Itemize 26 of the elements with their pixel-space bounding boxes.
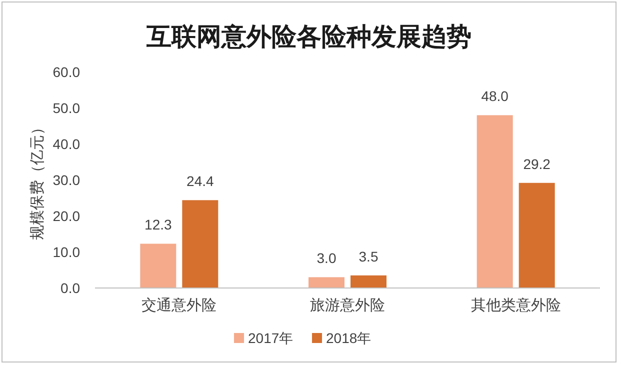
data-label: 3.5 <box>358 248 378 264</box>
bar <box>308 277 344 288</box>
data-label: 48.0 <box>481 88 509 104</box>
data-label: 3.0 <box>316 250 336 266</box>
y-tick-label: 30.0 <box>52 172 80 188</box>
y-tick-label: 60.0 <box>52 64 80 80</box>
x-tick-label: 交通意外险 <box>142 297 217 314</box>
bar <box>476 115 513 288</box>
bar <box>182 200 218 288</box>
bar <box>140 244 176 288</box>
y-tick-label: 40.0 <box>52 136 80 152</box>
bar <box>350 275 386 288</box>
legend-label: 2017年 <box>248 330 294 346</box>
x-tick-label: 其他类意外险 <box>470 297 561 314</box>
legend-label: 2018年 <box>326 330 372 346</box>
chart-title: 互联网意外险各险种发展趋势 <box>146 23 472 51</box>
x-tick-label: 旅游意外险 <box>310 297 385 314</box>
data-label: 29.2 <box>523 156 551 172</box>
y-tick-label: 10.0 <box>52 244 80 260</box>
data-label: 12.3 <box>144 216 172 233</box>
y-tick-label: 50.0 <box>52 100 80 116</box>
y-tick-label: 20.0 <box>52 208 80 224</box>
bar <box>518 182 555 288</box>
y-tick-label: 0.0 <box>60 280 80 296</box>
y-axis-title: 规模保费（亿元） <box>29 120 46 240</box>
data-label: 24.4 <box>186 173 214 190</box>
